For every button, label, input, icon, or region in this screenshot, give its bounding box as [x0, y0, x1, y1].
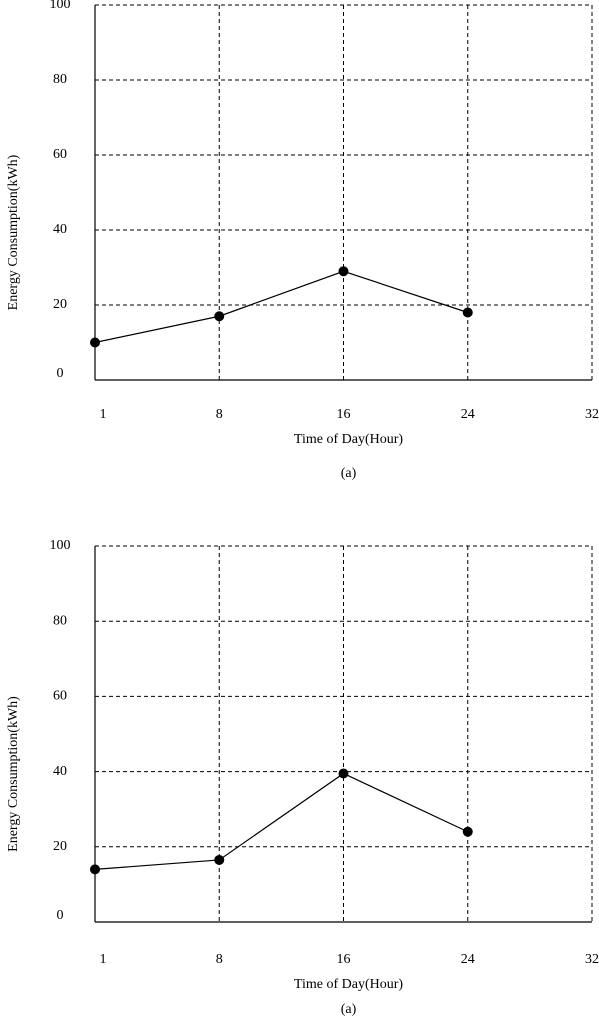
y-tick-label: 40: [53, 222, 67, 237]
data-point: [462, 307, 473, 318]
x-tick-label: 16: [337, 407, 351, 422]
y-axis-label: Energy Consumption(kWh): [6, 696, 21, 852]
x-tick-label: 32: [585, 952, 599, 967]
data-point: [214, 311, 225, 322]
x-tick-label: 24: [461, 952, 475, 967]
x-axis-label: Time of Day(Hour): [294, 432, 403, 447]
x-axis-label: Time of Day(Hour): [294, 977, 403, 992]
y-tick-label: 0: [57, 908, 64, 923]
y-tick-label: 60: [53, 147, 67, 162]
y-tick-label: 20: [53, 839, 67, 854]
y-tick-label: 0: [57, 366, 64, 381]
caption: (a): [341, 466, 357, 481]
x-tick-label: 8: [216, 952, 223, 967]
data-point: [90, 337, 100, 348]
x-tick-label: 16: [337, 952, 351, 967]
y-tick-label: 60: [53, 689, 67, 704]
data-point: [338, 768, 349, 779]
y-tick-label: 40: [53, 764, 67, 779]
x-tick-label: 8: [216, 407, 223, 422]
x-tick-label: 1: [100, 952, 107, 967]
data-line: [94, 772, 469, 870]
x-tick-label: 1: [100, 407, 107, 422]
data-point: [462, 826, 473, 837]
data-point: [90, 864, 100, 875]
data-point: [338, 266, 349, 277]
x-tick-label: 24: [461, 407, 475, 422]
y-axis-label: Energy Consumption(kWh): [6, 154, 21, 310]
x-tick-label: 32: [585, 407, 599, 422]
data-point: [214, 854, 225, 865]
y-tick-label: 80: [53, 613, 67, 628]
y-tick-label: 100: [50, 0, 71, 12]
caption: (a): [341, 1002, 357, 1017]
y-tick-label: 80: [53, 72, 67, 87]
y-tick-label: 20: [53, 297, 67, 312]
data-line: [94, 270, 468, 344]
y-tick-label: 100: [50, 538, 71, 553]
